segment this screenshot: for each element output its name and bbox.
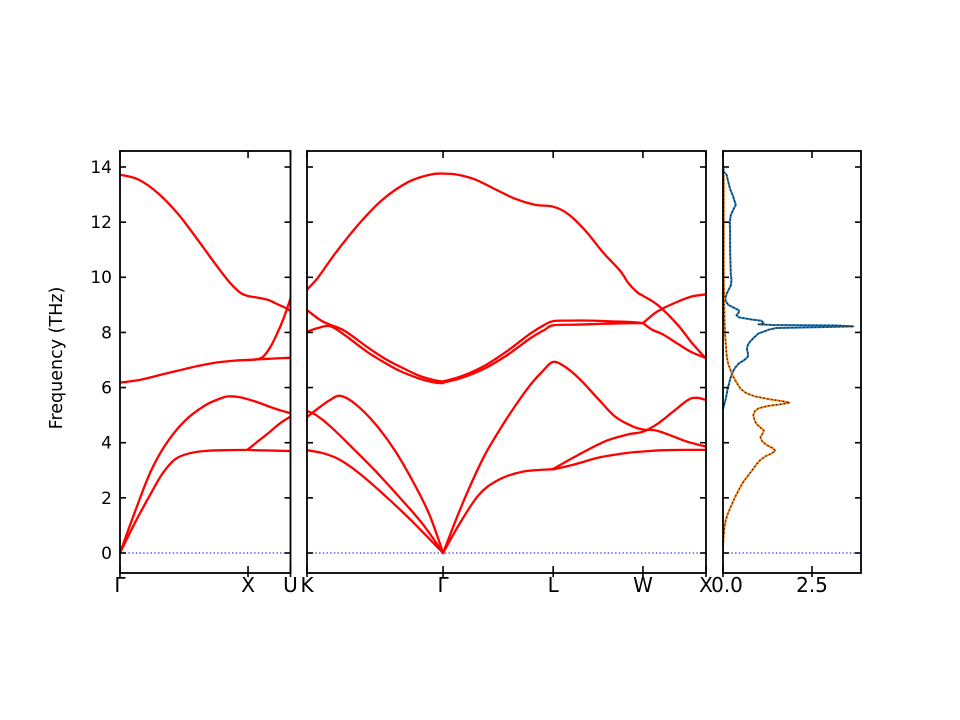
dos-panel — [723, 164, 860, 554]
band-curve-TA-GL — [441, 468, 555, 555]
band-curve-TO-XU-flat — [246, 356, 291, 362]
x-tick-label: L — [548, 573, 560, 597]
band-segment-k-gamma-l-w-x-frame — [306, 150, 707, 574]
band-curve-TO-WX-up — [641, 293, 706, 325]
x-tick-label: Γ — [437, 573, 449, 597]
band-segment-gamma-x-u — [120, 173, 291, 555]
x-tick-label: 2.5 — [796, 573, 828, 597]
x-tick-label: Γ — [114, 573, 126, 597]
band-curve-TO-WX-down — [641, 321, 706, 360]
band-curve-LA — [120, 395, 291, 555]
y-tick-label: 0 — [101, 544, 112, 564]
x-tick-label: W — [633, 573, 653, 597]
y-tick-label: 12 — [90, 213, 112, 233]
dos-blue-dotted-overlay — [723, 164, 854, 410]
dos-orange-dotted-overlay — [723, 175, 791, 553]
y-tick-label: 8 — [101, 323, 112, 343]
y-tick-label: 10 — [90, 268, 112, 288]
x-tick-label: X — [699, 573, 713, 597]
y-tick-label: 14 — [90, 158, 112, 178]
x-tick-label: U — [283, 573, 298, 597]
band-curve-LO — [307, 172, 706, 360]
y-axis-title: Frequency (THz) — [47, 287, 67, 430]
x-tick-label: X — [241, 573, 255, 597]
x-tick-label: 0.0 — [711, 573, 743, 597]
band-curve-TA-KG — [307, 449, 445, 555]
band-curve-TA-XU-up — [246, 415, 291, 451]
band-curve-TO2-KG — [307, 324, 445, 385]
band-curve-TA-XU-flat — [246, 448, 291, 453]
band-segment-gamma-x-u-frame — [119, 150, 292, 574]
band-curve-A2-KG-peak — [307, 394, 445, 555]
band-curve-LO — [120, 173, 291, 313]
band-curve-LA-KG — [307, 409, 445, 555]
dos-orange-curve — [723, 175, 791, 553]
band-segment-k-gamma-l-w-x — [307, 172, 706, 555]
dos-panel-frame — [722, 150, 862, 574]
band-curve-TA-LWX-flat — [552, 448, 706, 471]
band-curve-LA-GLWX — [441, 360, 706, 555]
x-tick-label: K — [300, 573, 314, 597]
y-tick-label: 6 — [101, 379, 112, 399]
band-curve-TO2-GLW — [441, 321, 645, 384]
band-curve-TO1-GLW — [441, 319, 645, 383]
y-tick-label: 4 — [101, 434, 112, 454]
dos-blue-curve — [723, 164, 855, 410]
band-curve-TO — [120, 358, 250, 384]
band-curve-TA-LWX-up — [552, 396, 706, 471]
y-tick-label: 2 — [101, 489, 112, 509]
band-curve-TO1-KG — [307, 308, 445, 383]
band-curve-TA — [120, 448, 250, 555]
